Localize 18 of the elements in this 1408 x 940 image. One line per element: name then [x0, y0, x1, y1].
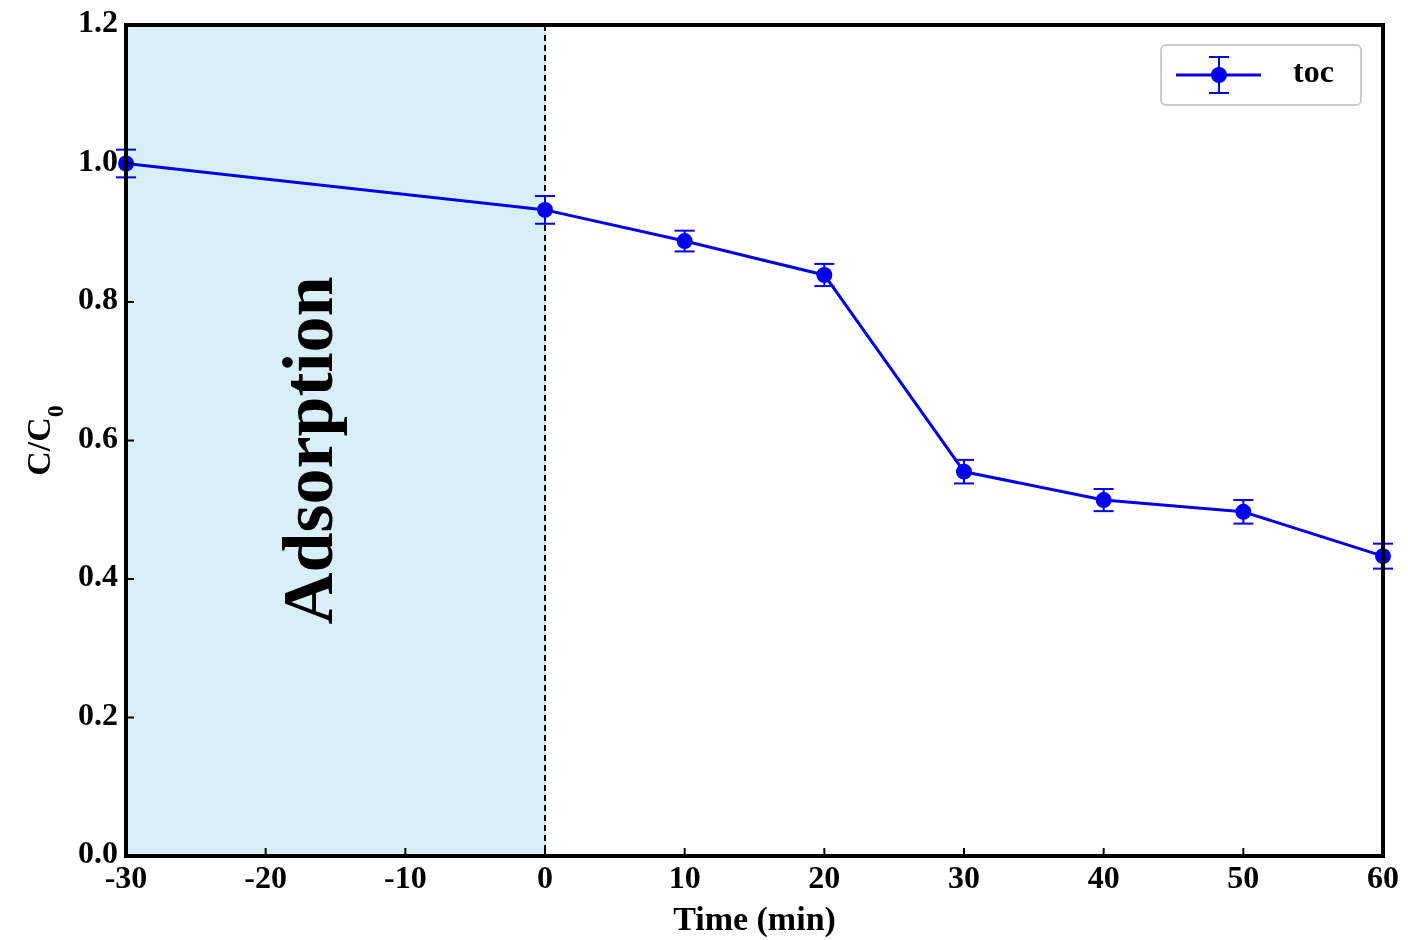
x-tick-label: -20: [244, 859, 287, 895]
x-tick-label: 30: [948, 859, 980, 895]
x-tick-label: -10: [384, 859, 427, 895]
y-tick-label: 0.4: [78, 557, 118, 594]
y-tick-label: 0.6: [78, 418, 118, 455]
y-tick-label: 1.0: [78, 141, 118, 178]
x-tick-label: 0: [537, 859, 553, 895]
band-label: Adsorption: [268, 276, 349, 625]
x-tick-label: 60: [1367, 859, 1399, 895]
x-tick-label: 10: [668, 859, 701, 895]
y-tick-label: 0.2: [78, 695, 118, 732]
y-tick-label: 1.2: [78, 3, 118, 40]
legend-label: toc: [1293, 53, 1334, 90]
y-tick-label: 0.8: [78, 280, 118, 317]
x-tick-label: 50: [1227, 859, 1260, 895]
x-tick-label: 20: [808, 859, 841, 895]
x-axis-title: Time (min): [673, 900, 836, 938]
x-tick-label: 40: [1087, 859, 1120, 895]
